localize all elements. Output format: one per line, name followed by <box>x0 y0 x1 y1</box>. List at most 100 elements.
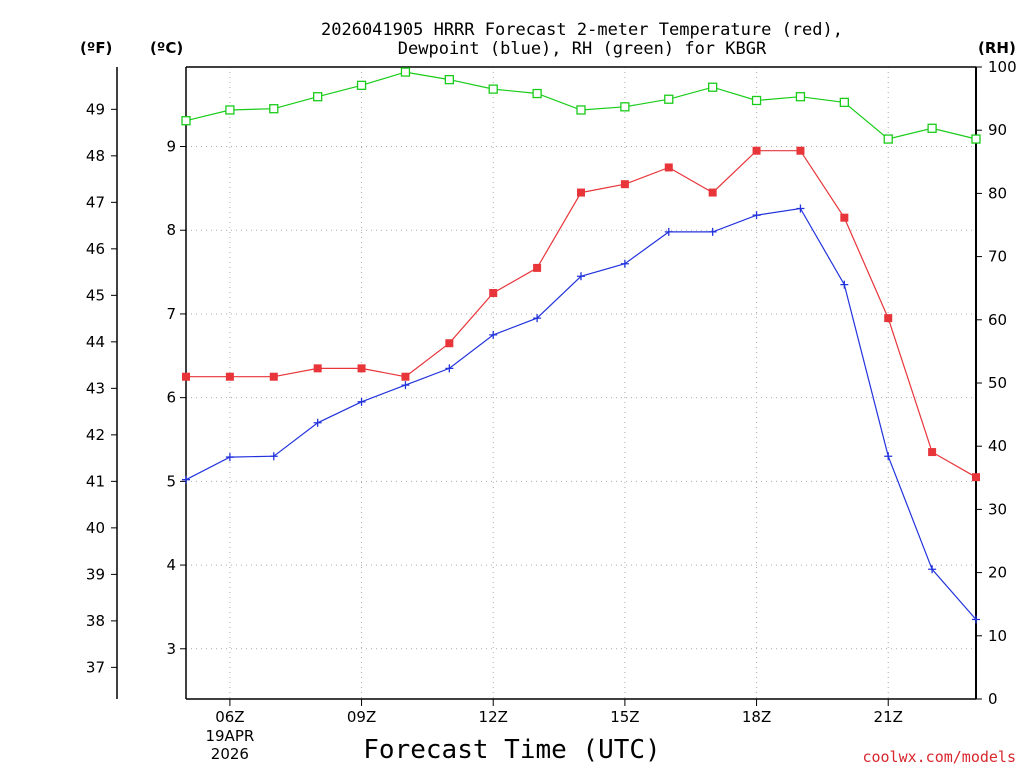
celsius-tick-label: 5 <box>166 472 176 490</box>
fahrenheit-tick-label: 47 <box>86 193 105 211</box>
rh-tick-label: 10 <box>988 627 1007 645</box>
rh-point <box>971 134 981 144</box>
dewpoint-point <box>620 259 629 268</box>
x-tick-label: 12Z <box>479 708 508 726</box>
rh-point <box>883 134 893 144</box>
rh-point <box>488 84 498 94</box>
rh-point <box>751 95 762 106</box>
fahrenheit-tick-label: 41 <box>86 472 105 490</box>
celsius-tick-label: 9 <box>166 138 176 156</box>
chart-title-line1: 2026041905 HRRR Forecast 2-meter Tempera… <box>321 20 843 40</box>
dewpoint-point <box>928 565 937 574</box>
dewpoint-point <box>225 453 234 462</box>
2-meter-temperature-point <box>313 364 322 373</box>
rh-point <box>708 82 718 92</box>
rh-point <box>356 80 367 90</box>
celsius-tick-label: 3 <box>166 640 176 658</box>
fahrenheit-tick-label: 37 <box>86 658 105 676</box>
x-tick-label: 15Z <box>610 708 639 726</box>
dewpoint-point <box>752 211 761 220</box>
fahrenheit-unit-label: (ºF) <box>80 39 112 57</box>
x-tick-label: 21Z <box>874 708 903 726</box>
fahrenheit-tick-label: 43 <box>86 379 105 397</box>
dewpoint-point <box>445 364 454 373</box>
rh-point <box>400 67 411 77</box>
dewpoint-point <box>664 227 673 236</box>
dewpoint-point <box>313 418 322 427</box>
fahrenheit-tick-label: 39 <box>86 565 105 583</box>
celsius-tick-label: 7 <box>166 305 176 323</box>
2-meter-temperature-point <box>182 372 190 381</box>
rh-point <box>839 97 849 108</box>
dewpoint-point <box>972 615 980 624</box>
2-meter-temperature-point <box>357 364 366 373</box>
x-tick-label: 06Z <box>215 708 244 726</box>
grid-lines <box>186 67 976 699</box>
2-meter-temperature-point <box>269 372 278 381</box>
rh-point <box>225 105 235 115</box>
2-meter-temperature-point <box>577 188 585 197</box>
dewpoint-point <box>796 204 805 213</box>
rh-point <box>795 92 806 102</box>
rh-point <box>664 94 674 104</box>
2-meter-temperature-point <box>972 473 980 482</box>
dewpoint-point <box>533 314 542 323</box>
chart-title-line2: Dewpoint (blue), RH (green) for KBGR <box>398 39 767 59</box>
rh-unit-label: (RH) <box>978 39 1016 57</box>
rh-tick-label: 40 <box>988 437 1007 455</box>
fahrenheit-tick-label: 45 <box>86 286 105 304</box>
rh-tick-label: 60 <box>988 311 1007 329</box>
x-tick-date-label: 19APR <box>205 727 254 745</box>
celsius-unit-label: (ºC) <box>150 39 183 57</box>
2-meter-temperature-point <box>664 163 673 172</box>
2-meter-temperature-point <box>225 372 234 381</box>
rh-point <box>444 74 454 85</box>
dewpoint-point <box>884 452 893 461</box>
plot-series <box>181 67 981 624</box>
fahrenheit-tick-label: 46 <box>86 240 105 258</box>
2-meter-temperature-point <box>401 372 410 381</box>
2-meter-temperature-point <box>840 213 849 222</box>
dewpoint-line <box>185 207 977 620</box>
rh-tick-label: 100 <box>988 58 1017 76</box>
rh-tick-label: 20 <box>988 564 1007 582</box>
fahrenheit-tick-label: 42 <box>86 426 105 444</box>
rh-tick-label: 30 <box>988 500 1007 518</box>
2-meter-temperature-point <box>752 146 761 155</box>
rh-point <box>532 88 542 99</box>
dewpoint-point <box>269 452 278 461</box>
2-meter-temperature-point <box>796 146 805 155</box>
dewpoint-point <box>708 227 717 236</box>
rh-tick-label: 0 <box>988 690 998 708</box>
celsius-tick-label: 4 <box>166 556 176 574</box>
rh-point <box>269 104 279 114</box>
axes <box>116 66 977 700</box>
fahrenheit-tick-label: 49 <box>86 100 105 118</box>
rh-point <box>576 105 586 115</box>
fahrenheit-tick-label: 38 <box>86 612 105 630</box>
2-meter-temperature-point <box>445 339 454 348</box>
2-meter-temperature-point <box>884 314 893 323</box>
2-meter-temperature-point <box>489 289 498 298</box>
dewpoint-point <box>182 475 190 484</box>
rh-tick-label: 80 <box>988 184 1007 202</box>
rh-point <box>313 92 323 102</box>
celsius-tick-label: 8 <box>166 221 176 239</box>
celsius-tick-label: 6 <box>166 389 176 407</box>
2-meter-temperature-point <box>928 448 937 457</box>
2-meter-temperature-point <box>533 263 542 272</box>
fahrenheit-tick-label: 44 <box>86 333 105 351</box>
rh-tick-label: 50 <box>988 374 1007 392</box>
dewpoint-point <box>577 272 585 281</box>
rh-point <box>181 116 191 126</box>
x-axis-label: Forecast Time (UTC) <box>363 735 660 765</box>
2-meter-temperature-point <box>620 180 629 189</box>
dewpoint-point <box>357 397 366 406</box>
dewpoint-point <box>489 330 498 339</box>
dewpoint-point <box>401 381 410 390</box>
rh-tick-label: 70 <box>988 248 1007 266</box>
x-tick-label: 09Z <box>347 708 376 726</box>
x-tick-label: 18Z <box>742 708 771 726</box>
